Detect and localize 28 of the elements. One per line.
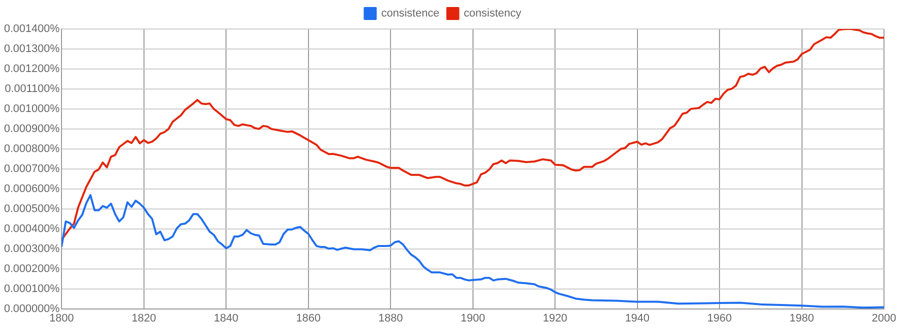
y-tick-label: 0.001200% bbox=[4, 63, 60, 76]
y-tick-label: 0.000400% bbox=[4, 222, 60, 235]
y-tick-label: 0.000700% bbox=[4, 162, 60, 175]
y-tick-label: 0.000100% bbox=[4, 282, 60, 295]
y-tick-label: 0.000200% bbox=[4, 262, 60, 275]
x-tick-label: 1820 bbox=[132, 312, 156, 324]
y-tick-label: 0.000800% bbox=[4, 142, 60, 155]
x-tick-label: 1900 bbox=[460, 312, 486, 324]
legend-label: consistence bbox=[381, 8, 440, 20]
y-tick-label: 0.000600% bbox=[4, 182, 60, 195]
y-tick-label: 0.000300% bbox=[4, 242, 60, 255]
legend-label: consistency bbox=[464, 8, 522, 20]
x-tick-label: 1860 bbox=[296, 312, 321, 324]
y-tick-label: 0.001400% bbox=[4, 23, 60, 36]
y-tick-label: 0.001300% bbox=[4, 43, 60, 56]
x-tick-label: 1960 bbox=[707, 312, 732, 324]
y-tick-label: 0.000900% bbox=[4, 122, 60, 135]
x-tick-label: 1800 bbox=[49, 312, 74, 324]
y-tick-label: 0.000500% bbox=[4, 202, 60, 215]
y-tick-label: 0.001000% bbox=[4, 102, 60, 115]
x-tick-label: 2000 bbox=[872, 312, 896, 324]
x-tick-label: 1840 bbox=[214, 312, 238, 324]
x-tick-label: 1980 bbox=[790, 312, 814, 324]
y-tick-label: 0.000000% bbox=[4, 302, 60, 315]
x-tick-label: 1880 bbox=[378, 312, 403, 324]
x-tick-label: 1940 bbox=[625, 312, 650, 324]
x-tick-label: 1920 bbox=[542, 312, 568, 324]
y-tick-label: 0.001100% bbox=[4, 82, 60, 95]
